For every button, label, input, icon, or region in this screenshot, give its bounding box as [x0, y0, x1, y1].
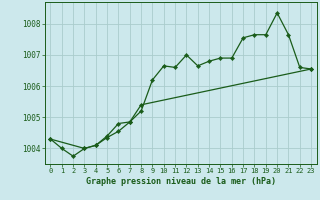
X-axis label: Graphe pression niveau de la mer (hPa): Graphe pression niveau de la mer (hPa): [86, 177, 276, 186]
